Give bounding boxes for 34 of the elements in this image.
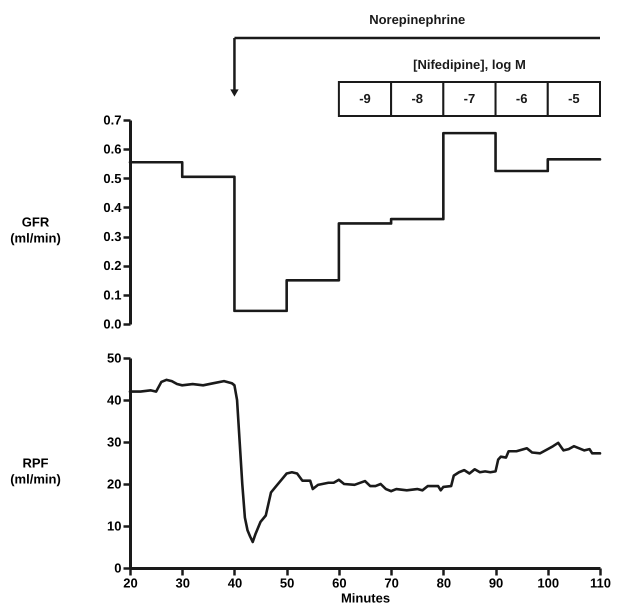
y-tick-label: 0.3 <box>103 229 122 244</box>
text: -9 <box>359 91 371 106</box>
x-tick-label: 90 <box>488 576 504 590</box>
y-tick-label: 0.0 <box>103 316 122 332</box>
y-tick-label: 50 <box>107 350 122 366</box>
y-tick-label: 0.7 <box>103 112 122 128</box>
x-tick-label: 80 <box>436 576 452 590</box>
text: -6 <box>516 91 528 106</box>
text: -8 <box>411 91 424 106</box>
y-tick-label: 0.1 <box>103 287 122 302</box>
x-tick-label: 60 <box>332 576 347 590</box>
x-tick-label: 40 <box>228 576 242 590</box>
y-tick-label: 0 <box>114 560 122 576</box>
x-tick-label: 50 <box>280 576 294 590</box>
text: -5 <box>568 91 580 106</box>
text: [Nifedipine], log M <box>413 57 526 72</box>
x-axis-title: Minutes <box>340 590 390 606</box>
x-tick-label: 30 <box>175 576 190 590</box>
y-tick-label: 40 <box>107 392 122 408</box>
y-tick-label: 0.6 <box>103 142 122 157</box>
y-axis-title: RPF (ml/min) <box>10 456 61 486</box>
x-tick-label: 20 <box>123 576 138 590</box>
text: Norepinephrine <box>369 12 466 27</box>
x-tick-label: 100 <box>537 576 560 590</box>
y-tick-label: 0.2 <box>103 258 122 274</box>
y-tick-label: 20 <box>107 476 122 492</box>
text: -7 <box>464 91 476 106</box>
y-tick-label: 10 <box>107 518 122 534</box>
y-tick-label: 0.4 <box>103 200 122 215</box>
x-tick-label: 70 <box>384 576 399 590</box>
y-tick-label: 30 <box>107 434 122 450</box>
x-tick-label: 110 <box>590 576 611 590</box>
y-axis-title: GFR (ml/min) <box>10 214 61 246</box>
y-tick-label: 0.5 <box>103 170 122 186</box>
